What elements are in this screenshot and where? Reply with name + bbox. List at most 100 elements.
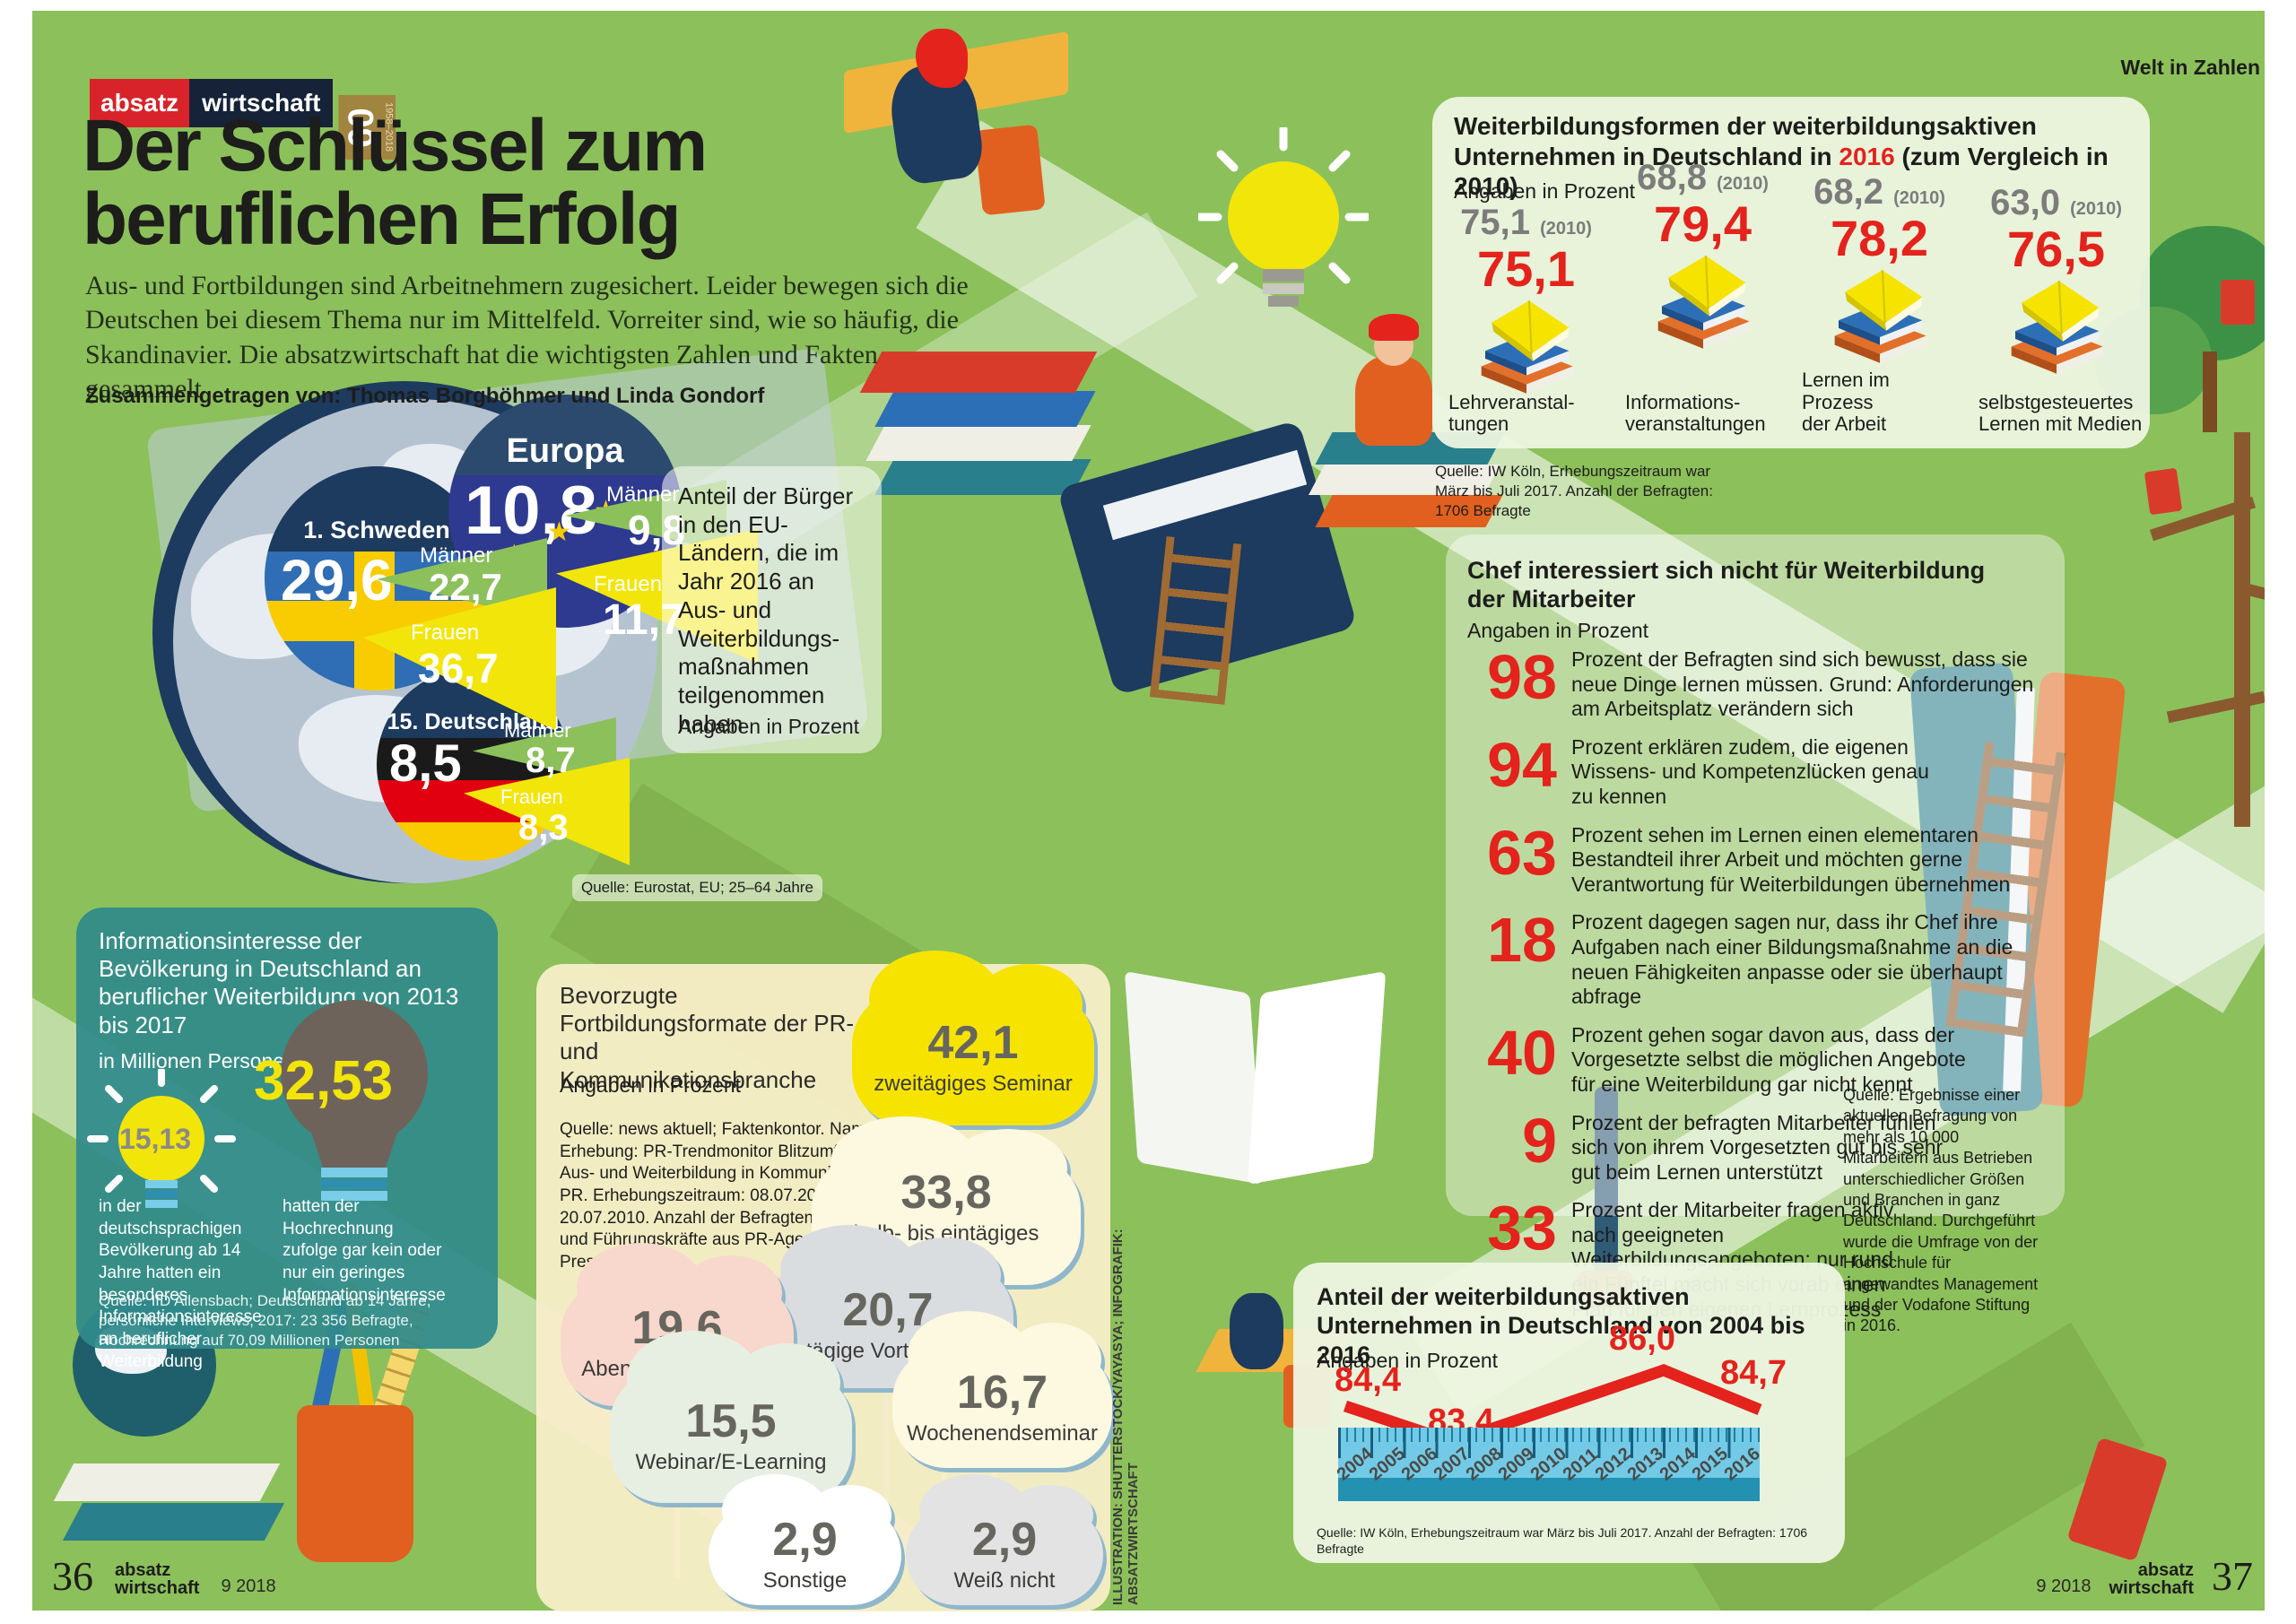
chef-row: 18 Prozent dagegen sagen nur, dass ihr Ch… — [1487, 905, 2013, 1009]
interesse-value-special: 15,13 — [119, 1123, 192, 1155]
chair-illustration — [974, 124, 1046, 216]
formen-label: selbstgesteuertes Lernen mit Medien — [1979, 390, 2143, 436]
lightbulb-icon — [1198, 127, 1369, 307]
ruler-dark-strip — [1338, 1478, 1760, 1501]
masthead: absatz wirtschaft 60 1958–2018 — [90, 79, 396, 160]
footer-brand: absatz wirtschaft — [2109, 1560, 2194, 1598]
cloud-sonstige: 2,9 Sonstige — [709, 1474, 901, 1605]
weiterbildungsformen-title: Weiterbildungsformen der weiterbildungsa… — [1454, 112, 2109, 201]
book-stack-icon — [1833, 269, 1927, 364]
unternehmen-source: Quelle: IW Köln, Erhebungszeitraum war M… — [1317, 1525, 1808, 1557]
pole-illustration — [1595, 1087, 1618, 1284]
interesse-desc-special: in der deutschsprachigen Bevölkerung ab … — [99, 1197, 262, 1371]
cloud-shape — [610, 1330, 852, 1503]
gray-bulb-icon — [281, 1000, 428, 1201]
formen-label: Lernen im Prozess der Arbeit — [1802, 369, 1890, 436]
interesse-source: Quelle: IfD Allensbach; Deutschland ab 1… — [99, 1292, 431, 1350]
byline: Zusammengetragen von: Thomas Borgböhmer … — [85, 384, 765, 408]
cloud-shape — [709, 1474, 901, 1605]
value-label-2016: 84,7 — [1720, 1354, 1787, 1392]
footer-issue: 9 2018 — [221, 1576, 276, 1596]
anniversary-badge: 60 1958–2018 — [338, 95, 396, 160]
chef-unit: Angaben in Prozent — [1467, 619, 1649, 642]
interesse-desc-low: hatten der Hochrechnung zufolge gar kein… — [283, 1197, 446, 1305]
chef-row: 40 Prozent gehen sogar davon aus, dass de… — [1487, 1017, 1966, 1096]
pr-unit: Angaben in Prozent — [560, 1073, 742, 1097]
formen-column: 75,1 (2010) 75,1 Lehrveranstal- tungen — [1438, 154, 1614, 443]
page-title: Der Schlüssel zum beruflichen Erfolg — [83, 105, 708, 260]
book-illustration — [62, 1503, 285, 1541]
pr-title: Bevorzugte Fortbildungsformate der PR- u… — [560, 982, 855, 1093]
masthead-wirtschaft: wirtschaft — [189, 79, 334, 127]
sweden-women-value: 36,7 — [418, 645, 499, 691]
sweden-total: 29,6 — [281, 548, 393, 612]
weiterbildungsformen-box: Weiterbildungsformen der weiterbildungsa… — [1432, 97, 2150, 448]
chef-title: Chef interessiert sich nicht für Weiterb… — [1467, 557, 1986, 613]
trunk-icon — [2203, 352, 2217, 432]
open-book-illustration — [1247, 970, 1387, 1185]
informationsinteresse-box: Informationsinteresse der Bevölkerung in… — [76, 908, 498, 1371]
europe-women-label: Frauen — [594, 572, 663, 596]
book-illustration — [53, 1463, 281, 1501]
sweden-men-value: 22,7 — [429, 566, 502, 608]
chef-row: 63 Prozent sehen im Lernen einen elementa… — [1487, 817, 2011, 896]
unternehmen-title: Anteil der weiterbildungsaktiven Unterne… — [1317, 1283, 1805, 1368]
ruler — [1338, 1428, 1760, 1478]
formen-label: Lehrveranstal- tungen — [1448, 390, 1575, 436]
interesse-title: Informationsinteresse der Bevölkerung in… — [99, 927, 459, 1038]
book-stack-icon — [1657, 255, 1751, 350]
page-number-left: 36 — [52, 1553, 93, 1599]
masthead-absatz: absatz — [90, 79, 190, 127]
trend-line — [1343, 1364, 1762, 1448]
eu-source: Quelle: Eurostat, EU; 25–64 Jahre — [572, 874, 822, 902]
chef-box — [1446, 534, 2065, 1216]
footer-issue: 9 2018 — [2036, 1576, 2092, 1596]
chef-row: 94 Prozent erklären zudem, die eigenen Wi… — [1487, 729, 1929, 808]
hair-icon — [916, 29, 968, 88]
book-illustration — [865, 425, 1091, 461]
page-number-right: 37 — [2212, 1553, 2253, 1599]
interesse-unit: in Millionen Personen — [99, 1049, 296, 1073]
formen-column: 68,8 (2010) 79,4 Informations- veranstal… — [1614, 154, 1791, 443]
unternehmen-unit: Angaben in Prozent — [1317, 1349, 1499, 1372]
section-label: Welt in Zahlen — [2120, 56, 2260, 79]
badge-years: 1958–2018 — [383, 102, 395, 152]
value-label-2013: 86,0 — [1609, 1320, 1675, 1358]
footer-brand: absatz wirtschaft — [115, 1560, 200, 1598]
book-icon — [2221, 280, 2255, 325]
footer-left: 36 absatz wirtschaft 9 2018 — [52, 1553, 276, 1599]
germany-women-label: Frauen — [500, 786, 563, 808]
cup-illustration — [297, 1405, 413, 1562]
book-icon — [2144, 467, 2183, 516]
germany-men-label: Männer — [504, 719, 571, 742]
eu-unit: Angaben in Prozent — [678, 715, 860, 738]
cloud-webinar-elearning: 15,5 Webinar/E-Learning — [610, 1330, 852, 1503]
unternehmen-chart-box: Anteil der weiterbildungsaktiven Unterne… — [1293, 1263, 1845, 1563]
eu-caption: Anteil der Bürger in den EU-Ländern, die… — [678, 482, 854, 737]
germany-men-value: 8,7 — [526, 741, 576, 780]
interesse-value-low: 32,53 — [254, 1050, 394, 1112]
weiterbildungsformen-source: Quelle: IW Köln, Erhebungszeitraum war M… — [1435, 463, 1713, 520]
europe-name: Europa — [506, 432, 624, 470]
germany-women-value: 8,3 — [518, 808, 569, 847]
formen-label: Informations- veranstaltungen — [1625, 390, 1766, 436]
cloud-wochenendseminar: 16,7 Wochenendseminar — [892, 1310, 1112, 1468]
book-illustration — [874, 459, 1091, 495]
germany-total: 8,5 — [389, 734, 462, 793]
eu-caption-panel: Anteil der Bürger in den EU-Ländern, die… — [662, 466, 882, 753]
yellow-bulb-icon — [87, 1069, 236, 1208]
chef-row: 9 Prozent der befragten Mitarbeiter fühle… — [1522, 1105, 1944, 1184]
book-stack-icon — [1480, 300, 1574, 395]
ladder-icon — [1149, 536, 1242, 705]
cloud-shape — [892, 1310, 1112, 1468]
person-illustration — [1230, 1293, 1283, 1369]
sweden-men-label: Männer — [420, 543, 493, 568]
person-illustration — [1355, 356, 1432, 446]
chef-source: Quelle: Ergebnisse einer aktuellen Befra… — [1843, 1086, 2039, 1335]
intro-paragraph: Aus- und Fortbildungen sind Arbeitnehmer… — [85, 271, 969, 404]
chef-row: 98 Prozent der Befragten sind sich bewuss… — [1487, 642, 2034, 721]
sweden-name: 1. Schweden — [303, 517, 450, 543]
weiterbildungsformen-unit: Angaben in Prozent — [1454, 179, 1636, 203]
title-year-highlight: 2016 — [1839, 142, 1895, 170]
